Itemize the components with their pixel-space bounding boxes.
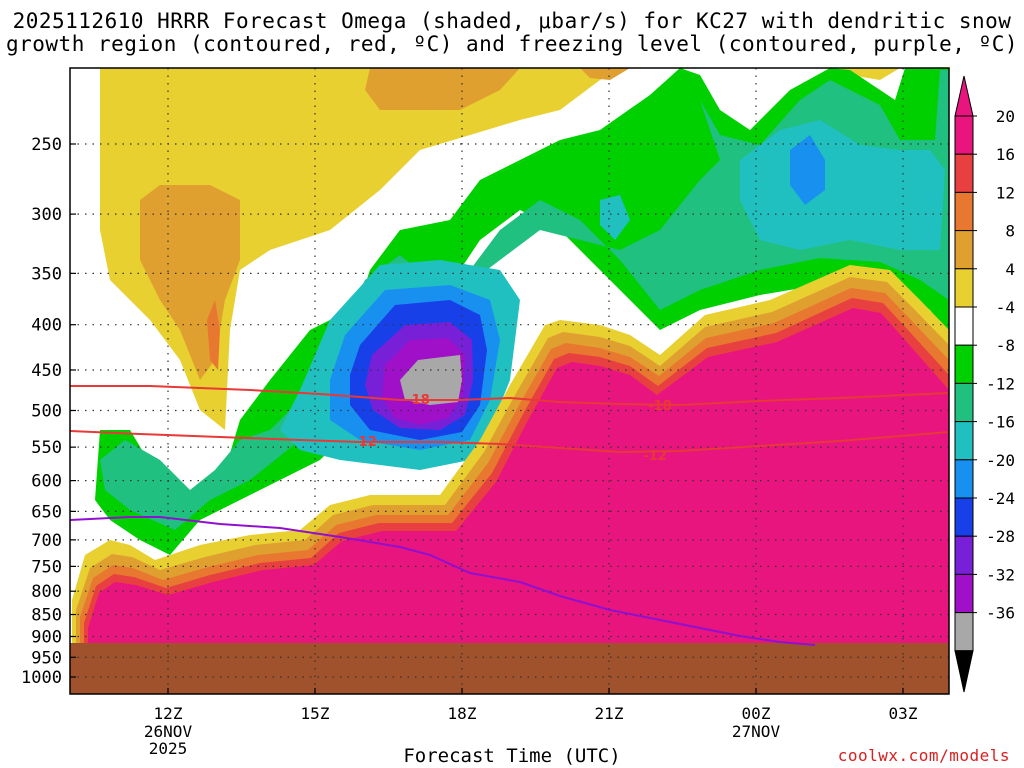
y-tick-label: 700	[31, 531, 62, 551]
x-tick-date: 27NOV	[732, 722, 781, 741]
colorbar-label: -28	[986, 527, 1015, 546]
y-tick-label: 900	[31, 627, 62, 647]
x-tick-label: 18Z	[448, 704, 477, 723]
x-tick-label: 15Z	[301, 704, 330, 723]
omega-region-minus12-minus16-b	[600, 195, 630, 240]
dgz-contour-minus18	[70, 385, 949, 407]
colorbar-swatch	[954, 612, 974, 652]
plot-frame	[69, 67, 950, 695]
terrain-fill	[70, 643, 949, 694]
colorbar-extend-top	[954, 75, 974, 117]
omega-region-4-8	[100, 68, 620, 430]
y-tick-label: 750	[31, 557, 62, 577]
dgz-label-minus12-b: -12	[643, 449, 667, 464]
colorbar-swatch	[954, 306, 974, 346]
chart-title-line-1: 2025112610 HRRR Forecast Omega (shaded, …	[12, 9, 1012, 33]
colorbar-label: -16	[986, 413, 1015, 432]
omega-shading	[70, 68, 949, 694]
chart-title-line-2: growth region (contoured, red, ºC) and f…	[5, 32, 1019, 56]
colorbar: 20 16 12 8 4 -4 -8 -12 -16 -20 -24 -28 -32 -36	[954, 75, 1015, 693]
colorbar-swatch	[954, 382, 974, 423]
omega-region-minus16-minus20	[790, 135, 825, 205]
colorbar-label: -12	[986, 374, 1015, 393]
omega-lower-region-20	[88, 308, 949, 694]
colorbar-swatch	[954, 344, 974, 384]
colorbar-swatch	[954, 459, 974, 499]
site-credit[interactable]: coolwx.com/models	[837, 746, 1010, 765]
x-axis-title: Forecast Time (UTC)	[403, 745, 621, 767]
omega-region-12-16	[207, 300, 220, 370]
y-tick-label: 850	[31, 606, 62, 626]
colorbar-swatch	[954, 573, 974, 614]
omega-region-8-12-top	[365, 68, 520, 110]
colorbar-label: -32	[986, 565, 1015, 584]
colorbar-label: -8	[996, 336, 1015, 355]
colorbar-label: -4	[996, 298, 1015, 317]
y-tick-label: 800	[31, 582, 62, 602]
y-tick-label: 600	[31, 472, 62, 492]
colorbar-swatch	[954, 535, 974, 575]
colorbar-label: 20	[996, 107, 1015, 126]
colorbar-swatch	[954, 115, 974, 155]
colorbar-label: -24	[986, 489, 1015, 508]
colorbar-swatch	[954, 230, 974, 270]
omega-cell-minus32	[400, 355, 462, 405]
colorbar-swatch	[954, 268, 974, 308]
dgz-contour-minus12	[70, 430, 949, 454]
colorbar-swatch	[954, 153, 974, 193]
y-tick-label: 250	[31, 135, 62, 155]
x-tick-label: 12Z	[154, 704, 183, 723]
colorbar-extend-bottom	[954, 650, 974, 693]
y-tick-label: 550	[31, 438, 62, 458]
colorbar-label: 12	[996, 183, 1015, 202]
x-tick-label: 00Z	[742, 704, 771, 723]
y-axis: 2503003504004505005506006507007508008509…	[21, 135, 76, 688]
colorbar-label: -20	[986, 451, 1015, 470]
omega-region-4-8-upperright	[840, 68, 900, 80]
x-tick-label: 03Z	[889, 704, 918, 723]
colorbar-swatch	[954, 421, 974, 461]
dgz-label-minus18-b: -18	[648, 399, 672, 414]
x-tick-label: 21Z	[595, 704, 624, 723]
y-tick-label: 1000	[21, 668, 62, 688]
x-tick-date: 26NOV	[144, 722, 193, 741]
y-tick-label: 400	[31, 316, 62, 336]
colorbar-label: -36	[986, 604, 1015, 623]
x-tick-year: 2025	[149, 739, 188, 758]
colorbar-swatch	[954, 191, 974, 232]
colorbar-label: 16	[996, 145, 1015, 164]
omega-region-8-12-right	[580, 68, 630, 80]
freezing-level-contour	[70, 516, 816, 646]
colorbar-label: 4	[1005, 260, 1015, 279]
dgz-label-minus12: -12	[353, 435, 377, 450]
colorbar-label: 8	[1005, 222, 1015, 241]
colorbar-swatch	[954, 497, 974, 537]
dgz-label-minus18: -18	[406, 393, 430, 408]
y-tick-label: 300	[31, 205, 62, 225]
dgz-contours: -18 -18 -12 -12	[70, 385, 949, 464]
y-tick-label: 450	[31, 361, 62, 381]
y-tick-label: 500	[31, 402, 62, 422]
y-tick-label: 650	[31, 502, 62, 522]
y-tick-label: 350	[31, 264, 62, 284]
y-tick-label: 950	[31, 648, 62, 668]
